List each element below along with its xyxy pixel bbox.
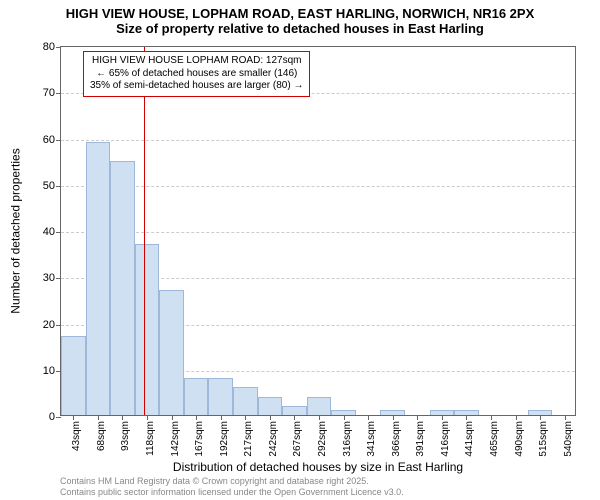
annotation-line: ← 65% of detached houses are smaller (14… bbox=[90, 68, 303, 81]
ytick-label: 50 bbox=[43, 180, 55, 192]
attribution-footer: Contains HM Land Registry data © Crown c… bbox=[60, 476, 404, 498]
histogram-bar bbox=[233, 387, 258, 415]
y-axis-label: Number of detached properties bbox=[8, 46, 24, 416]
ytick-mark bbox=[56, 186, 61, 187]
xtick-mark bbox=[294, 415, 295, 420]
xtick-label: 416sqm bbox=[440, 421, 451, 457]
xtick-label: 93sqm bbox=[120, 421, 131, 451]
ytick-label: 70 bbox=[43, 87, 55, 99]
annotation-line: HIGH VIEW HOUSE LOPHAM ROAD: 127sqm bbox=[90, 55, 303, 68]
xtick-label: 465sqm bbox=[489, 421, 500, 457]
xtick-label: 490sqm bbox=[514, 421, 525, 457]
xtick-mark bbox=[368, 415, 369, 420]
xtick-mark bbox=[344, 415, 345, 420]
xtick-mark bbox=[245, 415, 246, 420]
xtick-label: 391sqm bbox=[415, 421, 426, 457]
xtick-label: 292sqm bbox=[317, 421, 328, 457]
ytick-label: 20 bbox=[43, 319, 55, 331]
footer-line-1: Contains HM Land Registry data © Crown c… bbox=[60, 476, 404, 487]
ytick-mark bbox=[56, 232, 61, 233]
xtick-mark bbox=[122, 415, 123, 420]
xtick-mark bbox=[98, 415, 99, 420]
xtick-mark bbox=[565, 415, 566, 420]
title-line-1: HIGH VIEW HOUSE, LOPHAM ROAD, EAST HARLI… bbox=[0, 0, 600, 21]
xtick-mark bbox=[270, 415, 271, 420]
xtick-label: 68sqm bbox=[96, 421, 107, 451]
ytick-label: 0 bbox=[49, 411, 55, 423]
property-annotation: HIGH VIEW HOUSE LOPHAM ROAD: 127sqm← 65%… bbox=[83, 51, 310, 97]
plot-area: 0102030405060708043sqm68sqm93sqm118sqm14… bbox=[60, 46, 576, 416]
chart-container: HIGH VIEW HOUSE, LOPHAM ROAD, EAST HARLI… bbox=[0, 0, 600, 500]
histogram-bar bbox=[184, 378, 209, 415]
xtick-label: 366sqm bbox=[391, 421, 402, 457]
gridline bbox=[61, 140, 575, 141]
xtick-label: 515sqm bbox=[538, 421, 549, 457]
plot-frame: 0102030405060708043sqm68sqm93sqm118sqm14… bbox=[60, 46, 576, 416]
xtick-mark bbox=[516, 415, 517, 420]
xtick-label: 316sqm bbox=[342, 421, 353, 457]
ytick-label: 60 bbox=[43, 134, 55, 146]
annotation-line: 35% of semi-detached houses are larger (… bbox=[90, 80, 303, 93]
xtick-label: 441sqm bbox=[464, 421, 475, 457]
ytick-label: 40 bbox=[43, 226, 55, 238]
histogram-bar bbox=[208, 378, 233, 415]
xtick-label: 43sqm bbox=[71, 421, 82, 451]
xtick-label: 192sqm bbox=[219, 421, 230, 457]
histogram-bar bbox=[258, 397, 283, 416]
ytick-mark bbox=[56, 140, 61, 141]
xtick-mark bbox=[466, 415, 467, 420]
x-axis-label: Distribution of detached houses by size … bbox=[60, 460, 576, 474]
xtick-label: 267sqm bbox=[292, 421, 303, 457]
ytick-label: 10 bbox=[43, 365, 55, 377]
histogram-bar bbox=[86, 142, 111, 415]
histogram-bar bbox=[61, 336, 86, 415]
xtick-mark bbox=[319, 415, 320, 420]
xtick-mark bbox=[221, 415, 222, 420]
ytick-mark bbox=[56, 47, 61, 48]
ytick-mark bbox=[56, 417, 61, 418]
histogram-bar bbox=[110, 161, 135, 415]
property-marker-line bbox=[144, 47, 145, 415]
ytick-mark bbox=[56, 93, 61, 94]
xtick-mark bbox=[196, 415, 197, 420]
xtick-label: 242sqm bbox=[268, 421, 279, 457]
xtick-mark bbox=[540, 415, 541, 420]
gridline bbox=[61, 232, 575, 233]
footer-line-2: Contains public sector information licen… bbox=[60, 487, 404, 498]
xtick-label: 142sqm bbox=[170, 421, 181, 457]
ytick-label: 80 bbox=[43, 41, 55, 53]
histogram-bar bbox=[135, 244, 160, 415]
ytick-label: 30 bbox=[43, 272, 55, 284]
xtick-label: 118sqm bbox=[145, 421, 156, 456]
xtick-mark bbox=[147, 415, 148, 420]
xtick-label: 341sqm bbox=[366, 421, 377, 457]
xtick-mark bbox=[73, 415, 74, 420]
xtick-mark bbox=[417, 415, 418, 420]
histogram-bar bbox=[159, 290, 184, 415]
title-line-2: Size of property relative to detached ho… bbox=[0, 21, 600, 40]
ytick-mark bbox=[56, 325, 61, 326]
xtick-mark bbox=[172, 415, 173, 420]
xtick-mark bbox=[491, 415, 492, 420]
ytick-mark bbox=[56, 278, 61, 279]
xtick-label: 540sqm bbox=[563, 421, 574, 457]
histogram-bar bbox=[307, 397, 332, 416]
histogram-bar bbox=[282, 406, 307, 415]
xtick-label: 167sqm bbox=[194, 421, 205, 457]
xtick-mark bbox=[393, 415, 394, 420]
gridline bbox=[61, 186, 575, 187]
xtick-label: 217sqm bbox=[243, 421, 254, 457]
xtick-mark bbox=[442, 415, 443, 420]
